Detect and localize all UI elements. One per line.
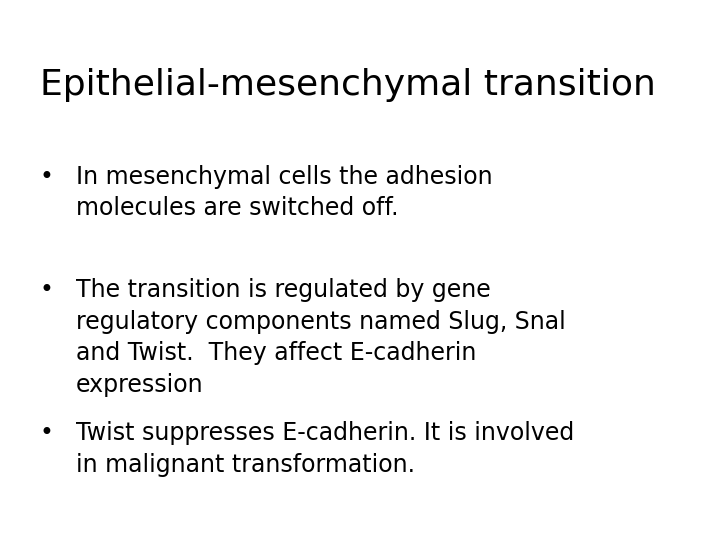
Text: •: • [40, 165, 53, 188]
Text: Twist suppresses E-cadherin. It is involved
in malignant transformation.: Twist suppresses E-cadherin. It is invol… [76, 421, 574, 477]
Text: Epithelial-mesenchymal transition: Epithelial-mesenchymal transition [40, 68, 655, 102]
Text: •: • [40, 278, 53, 302]
Text: In mesenchymal cells the adhesion
molecules are switched off.: In mesenchymal cells the adhesion molecu… [76, 165, 492, 220]
Text: The transition is regulated by gene
regulatory components named Slug, Snal
and T: The transition is regulated by gene regu… [76, 278, 565, 397]
Text: •: • [40, 421, 53, 445]
